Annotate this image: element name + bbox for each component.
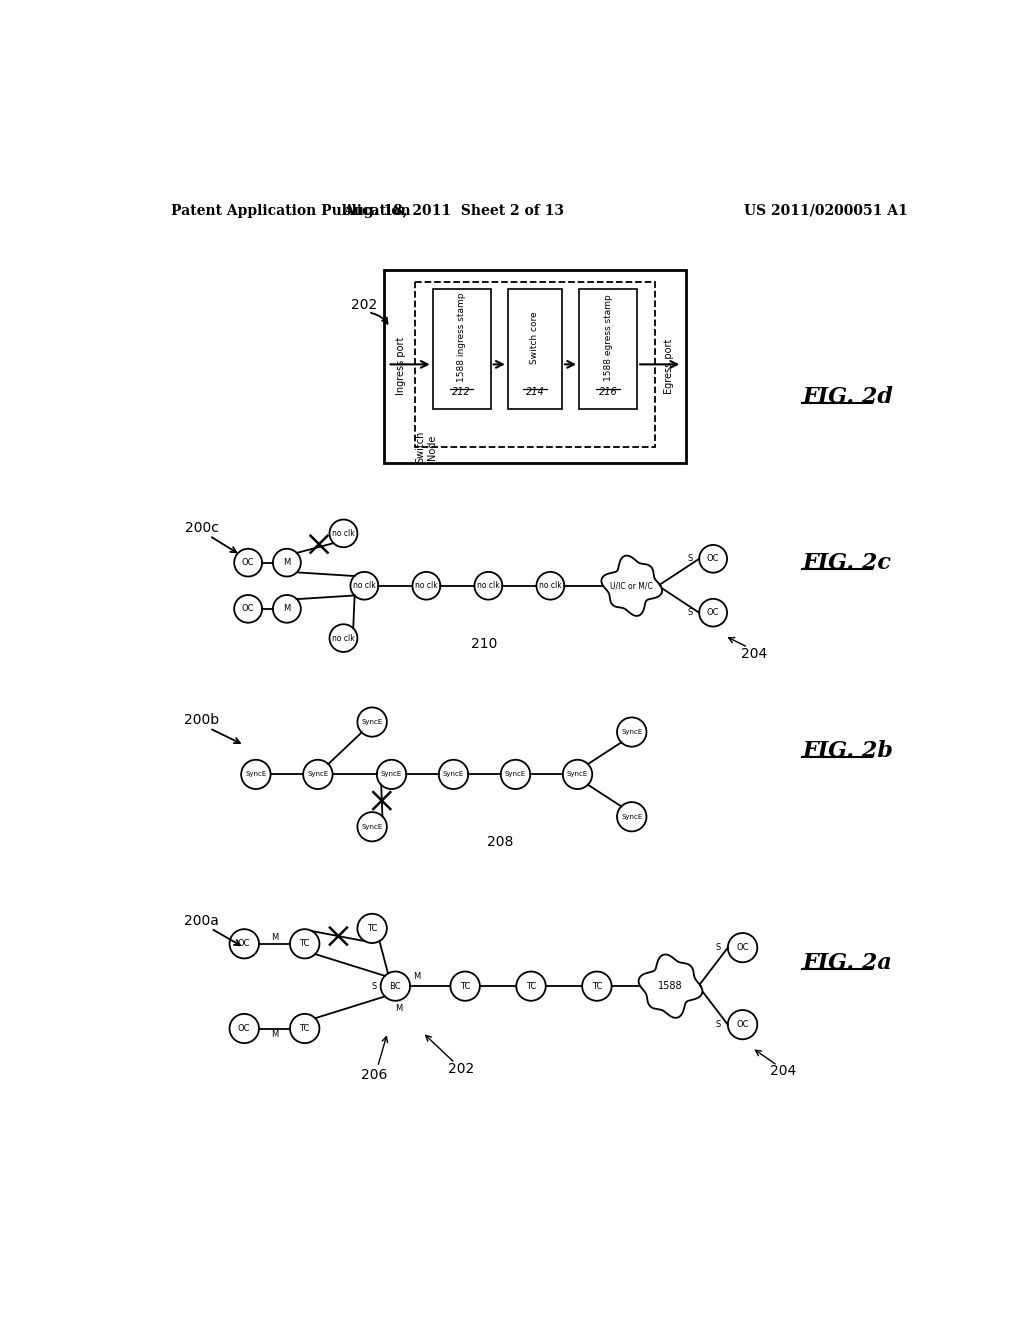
Bar [579,289,637,409]
Text: SyncE: SyncE [381,771,402,777]
Text: SyncE: SyncE [361,824,383,830]
Text: OC: OC [736,944,749,952]
Polygon shape [639,954,702,1018]
Text: 202: 202 [449,1063,474,1076]
Text: 200b: 200b [184,714,219,727]
Text: FIG. 2a: FIG. 2a [802,952,892,974]
Text: OC: OC [242,558,254,568]
Text: no clk: no clk [539,581,562,590]
Text: no clk: no clk [477,581,500,590]
Text: FIG. 2c: FIG. 2c [802,552,891,574]
Text: SyncE: SyncE [567,771,588,777]
Text: TC: TC [367,924,377,933]
Bar [415,281,655,447]
Text: 208: 208 [486,836,513,849]
Text: no clk: no clk [353,581,376,590]
Text: Switch
Node: Switch Node [416,430,437,463]
Text: TC: TC [525,982,537,990]
Text: Ingress port: Ingress port [396,337,406,396]
Text: 206: 206 [361,1068,388,1081]
Text: SyncE: SyncE [505,771,526,777]
Text: SyncE: SyncE [442,771,464,777]
Text: OC: OC [707,554,720,564]
Text: 204: 204 [741,647,767,660]
Text: TC: TC [299,1024,310,1034]
Text: 214: 214 [525,387,544,397]
Text: no clk: no clk [332,529,355,537]
Text: SyncE: SyncE [246,771,266,777]
Text: M: M [284,558,291,568]
Text: US 2011/0200051 A1: US 2011/0200051 A1 [743,203,907,218]
Text: S: S [716,944,721,952]
Text: no clk: no clk [332,634,355,643]
Text: M: M [284,605,291,614]
Text: U/IC or M/C: U/IC or M/C [610,581,653,590]
Text: SyncE: SyncE [622,729,642,735]
Text: FIG. 2d: FIG. 2d [802,385,893,408]
Text: 1588: 1588 [658,981,683,991]
Text: M: M [271,933,279,942]
Text: OC: OC [736,1020,749,1030]
Text: TC: TC [460,982,470,990]
Text: Aug. 18, 2011  Sheet 2 of 13: Aug. 18, 2011 Sheet 2 of 13 [343,203,564,218]
Text: M: M [413,973,420,981]
Text: Patent Application Publication: Patent Application Publication [171,203,411,218]
Text: 204: 204 [770,1064,796,1078]
Text: 216: 216 [599,387,617,397]
Text: no clk: no clk [415,581,437,590]
Bar [432,289,490,409]
Text: M: M [395,1005,402,1012]
Text: SyncE: SyncE [361,719,383,725]
Text: S: S [716,1020,721,1030]
Text: Egress port: Egress port [664,339,674,393]
Text: S: S [687,609,692,618]
Text: 200c: 200c [184,521,218,535]
Text: 1588 egress stamp: 1588 egress stamp [603,294,612,380]
Text: TC: TC [299,940,310,948]
Text: 212: 212 [453,387,471,397]
Text: Switch core: Switch core [530,312,540,364]
Text: OC: OC [238,1024,251,1034]
Text: 202: 202 [351,298,378,312]
Text: S: S [372,982,377,990]
Text: OC: OC [238,940,251,948]
Text: FIG. 2b: FIG. 2b [802,741,893,763]
Text: 1588 ingress stamp: 1588 ingress stamp [457,293,466,383]
Text: TC: TC [592,982,602,990]
Text: S: S [687,554,692,564]
Text: SyncE: SyncE [307,771,329,777]
Text: 200a: 200a [184,913,219,928]
Text: 210: 210 [471,636,498,651]
Text: SyncE: SyncE [622,813,642,820]
Polygon shape [601,556,663,616]
Bar [384,271,686,462]
Text: OC: OC [707,609,720,618]
Bar [508,289,562,409]
Text: BC: BC [389,982,401,990]
Text: M: M [271,1030,279,1039]
Text: OC: OC [242,605,254,614]
